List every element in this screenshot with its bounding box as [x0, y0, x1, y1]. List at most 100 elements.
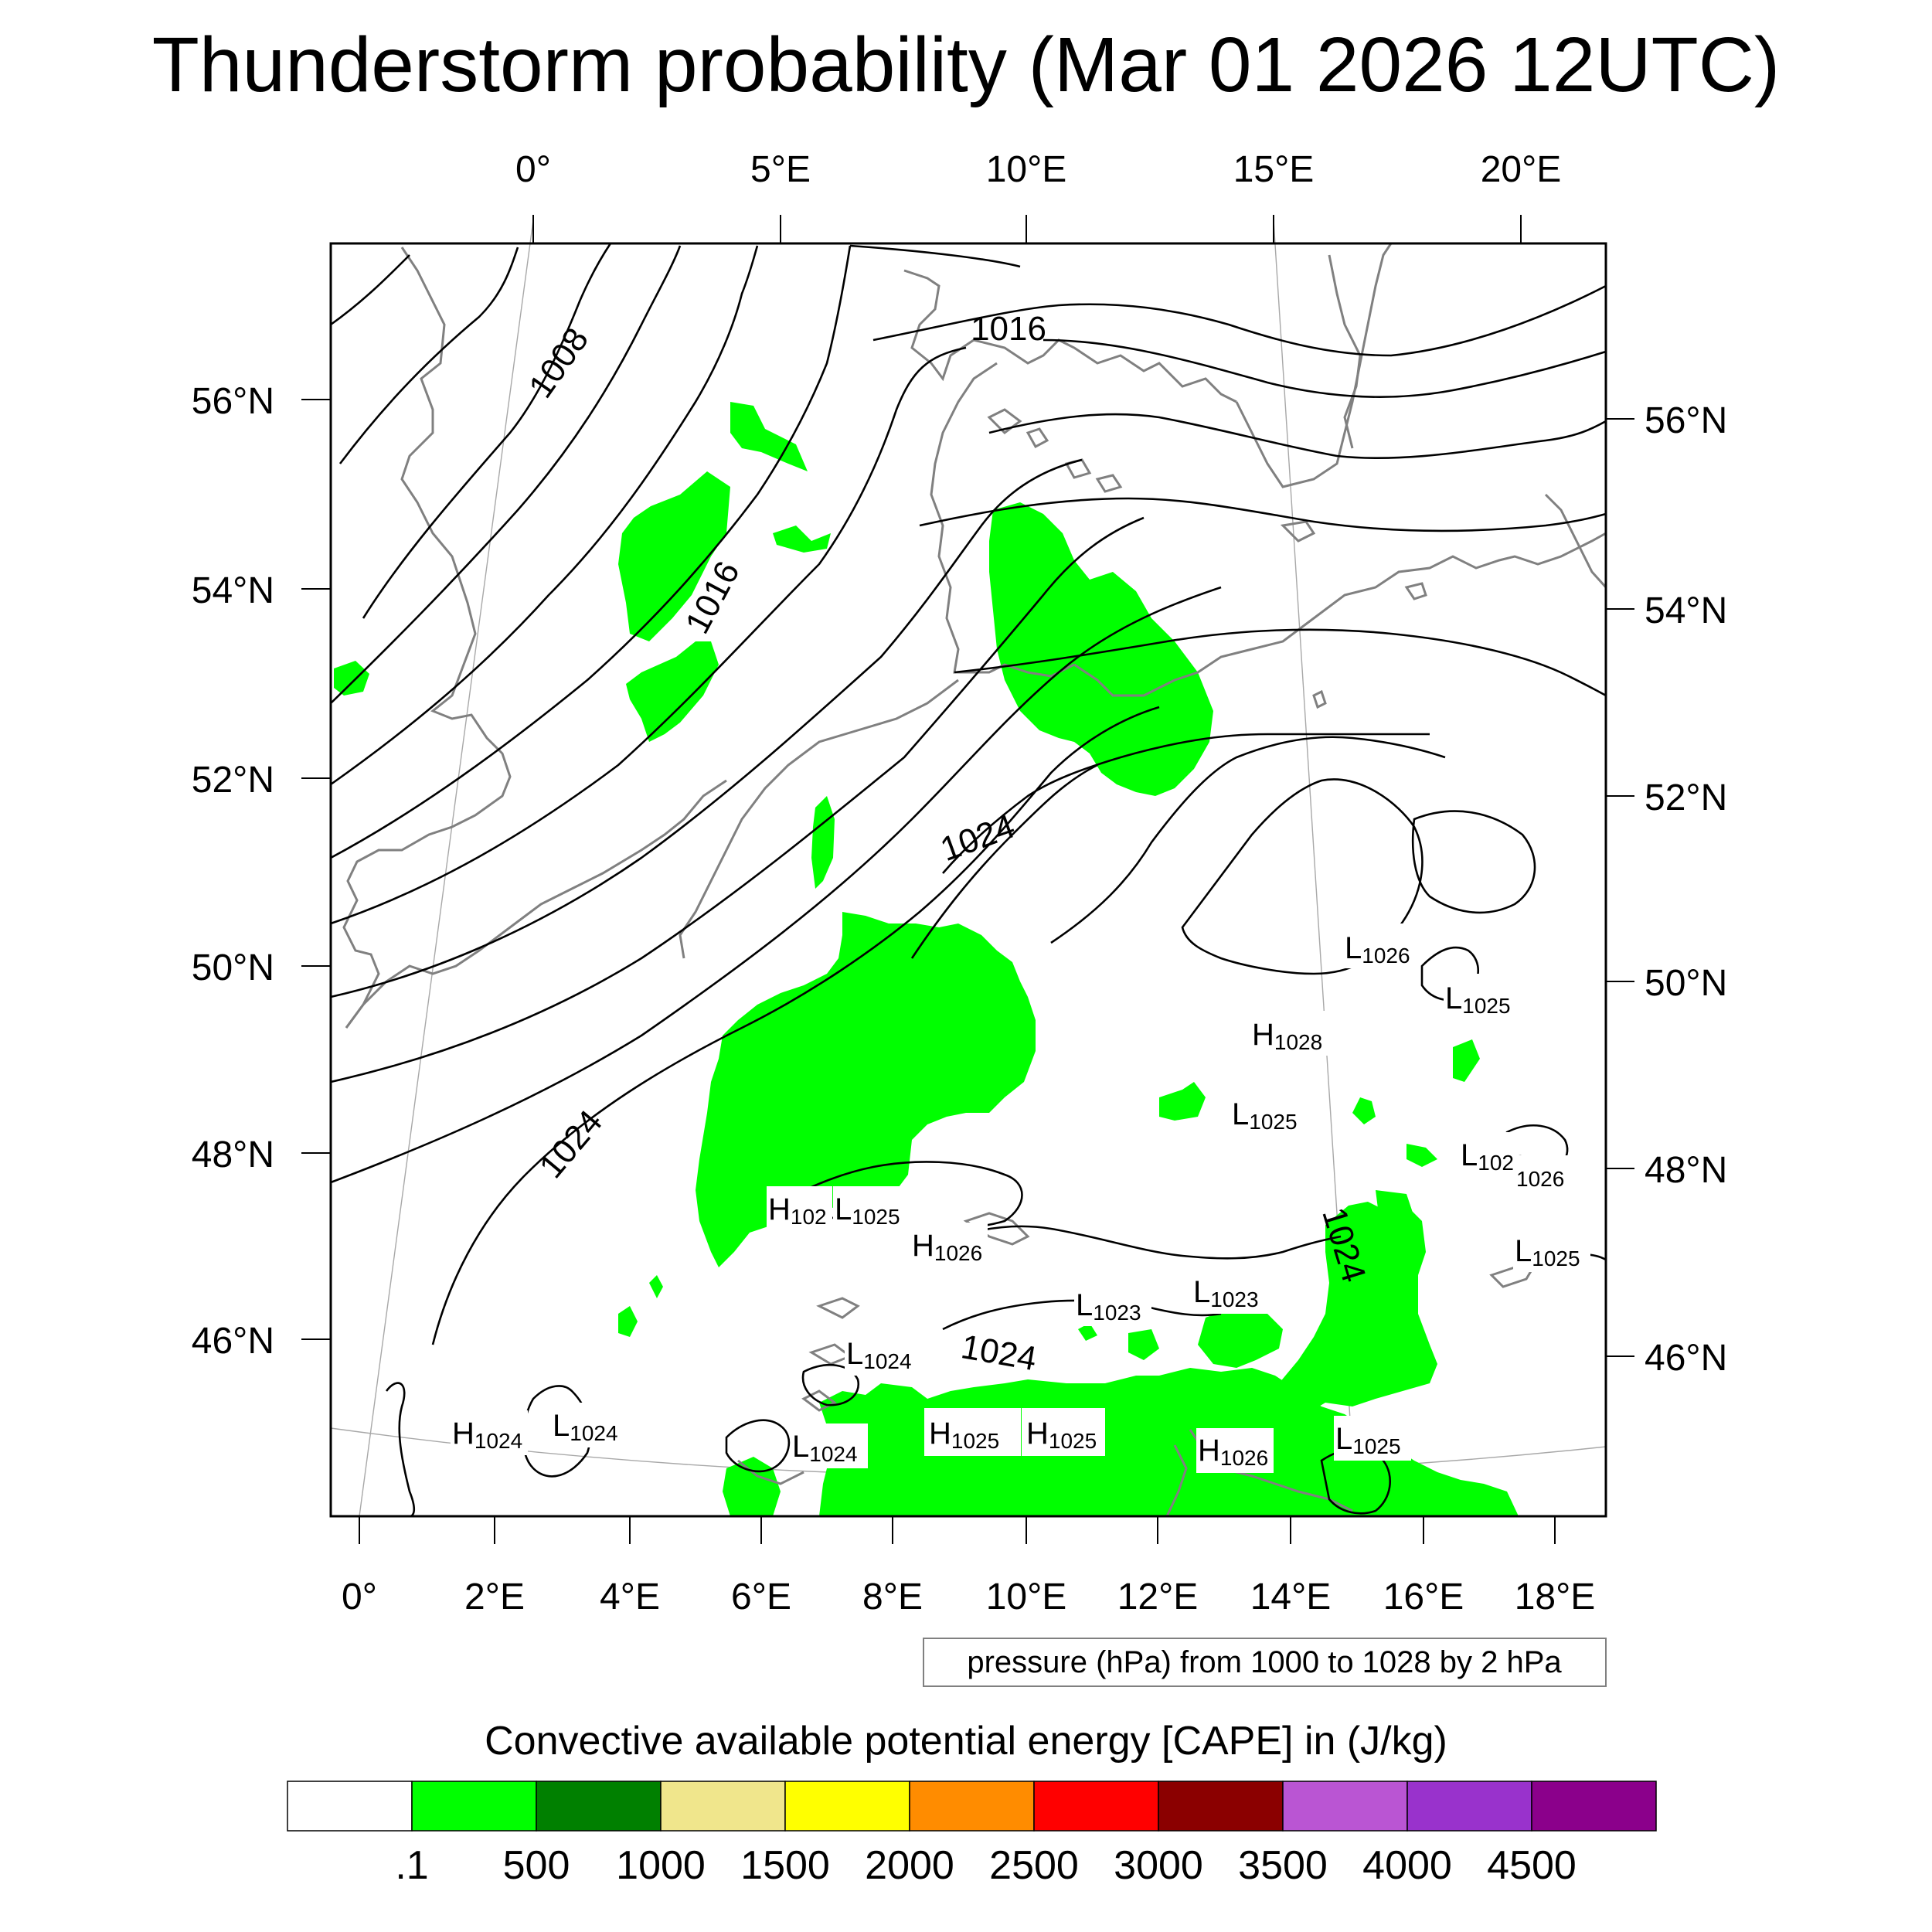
svg-text:L1024: L1024	[846, 1337, 912, 1373]
colorbar-boxes	[287, 1781, 1657, 1832]
cape-regions	[334, 402, 1519, 1516]
coastline-great-britain-east	[342, 247, 512, 1029]
isobar	[954, 628, 1607, 697]
isobar-1024-loop	[942, 733, 1430, 874]
coastline-baltic	[1073, 532, 1607, 697]
pressure-center: H1026	[910, 1223, 988, 1267]
cape-area	[649, 1275, 663, 1298]
isobar-med2	[801, 1363, 860, 1406]
coastline-france-north	[345, 779, 727, 1029]
cape-area	[334, 661, 369, 696]
pressure-centers: L1026 L1025 H1028 L1025 L1026 1026 H102 …	[451, 923, 1590, 1473]
coastline-lakes	[801, 1212, 1030, 1412]
isobars	[330, 243, 1607, 1518]
pressure-center: 1026	[1515, 1155, 1577, 1194]
axis-label: 0°	[515, 149, 551, 190]
colorbar-box	[536, 1781, 662, 1832]
colorbar-box	[660, 1781, 786, 1832]
axis-label: 48°N	[1645, 1150, 1727, 1191]
pressure-center: H1025	[1022, 1408, 1105, 1456]
pressure-center: L1025	[1444, 974, 1521, 1019]
cape-area	[819, 1368, 1519, 1516]
axis-label: 56°N	[192, 381, 274, 422]
contour-info-text: pressure (hPa) from 1000 to 1028 by 2 hP…	[967, 1645, 1562, 1679]
svg-text:H102: H102	[768, 1192, 827, 1229]
colorbar-box	[784, 1781, 910, 1832]
isobar-southwest	[385, 1382, 416, 1518]
colorbar-tick-label: 1500	[740, 1843, 830, 1888]
bottom-longitude-labels: 0° 2°E 4°E 6°E 8°E 10°E 12°E 14°E 16°E 1…	[342, 1577, 1595, 1617]
svg-text:H1025: H1025	[929, 1417, 999, 1453]
coastline-bornholm	[1280, 520, 1316, 543]
svg-text:H1026: H1026	[912, 1229, 982, 1265]
map-panel: 1008 1016 1016 1024 1024 1024 1024 L1026…	[329, 219, 1607, 1518]
axis-label: 46°N	[1645, 1338, 1727, 1379]
axis-label: 15°E	[1233, 149, 1315, 190]
cape-area	[730, 402, 808, 471]
axis-label: 50°N	[1645, 963, 1727, 1004]
coastline-netherlands	[679, 679, 959, 959]
axis-label: 12°E	[1117, 1577, 1199, 1617]
cape-area	[696, 912, 1036, 1267]
axis-label: 5°E	[750, 149, 811, 190]
isobar-alps	[911, 1225, 1342, 1260]
svg-text:L1026: L1026	[1345, 931, 1410, 968]
axis-label: 48°N	[192, 1134, 274, 1175]
pressure-center: H1024	[451, 1410, 528, 1455]
svg-text:L1023: L1023	[1193, 1275, 1259, 1311]
isobar-med	[725, 1419, 791, 1473]
pressure-center: H1028	[1250, 1011, 1328, 1056]
coastline-islands	[987, 408, 1427, 709]
colorbar-tick-label: .1	[395, 1843, 428, 1888]
isobar	[338, 247, 519, 464]
axis-label: 54°N	[192, 570, 274, 611]
svg-text:L1025: L1025	[1445, 981, 1511, 1018]
contour-info-box: pressure (hPa) from 1000 to 1028 by 2 hP…	[923, 1638, 1607, 1687]
cape-area	[1453, 1039, 1480, 1082]
pressure-center: L1025	[1513, 1227, 1590, 1272]
isobar	[849, 244, 1021, 268]
svg-text:H1028: H1028	[1252, 1018, 1322, 1054]
isobar-high-ring	[1181, 778, 1423, 975]
axis-label: 6°E	[731, 1577, 791, 1617]
colorbar-tick-label: 3000	[1114, 1843, 1203, 1888]
colorbar-tick-label: 2000	[865, 1843, 954, 1888]
coastline-sweden-east	[1328, 254, 1362, 449]
coastline-liguria	[737, 1459, 804, 1485]
map-title: Thunderstorm probability (Mar 01 2026 12…	[152, 22, 1780, 108]
isobar	[330, 346, 967, 925]
isobar-1026-east	[1411, 810, 1536, 914]
meridian-0	[359, 219, 534, 1517]
cape-area	[1128, 1329, 1159, 1360]
cape-area	[1352, 1097, 1376, 1124]
coastlines	[342, 243, 1607, 1517]
axis-label: 52°N	[192, 760, 274, 801]
isobar	[330, 254, 410, 326]
cape-area	[1020, 1383, 1039, 1403]
cape-area	[989, 502, 1213, 796]
pressure-center: L1024	[551, 1403, 628, 1447]
axis-label: 46°N	[192, 1321, 274, 1362]
isobar-1024-inner	[910, 764, 1098, 959]
cape-area	[626, 641, 719, 742]
axis-label: 0°	[342, 1577, 377, 1617]
axis-label: 8°E	[862, 1577, 923, 1617]
svg-text:L1025: L1025	[835, 1192, 900, 1229]
axis-label: 18°E	[1515, 1577, 1596, 1617]
isobar-label: 1016	[971, 310, 1046, 348]
svg-text:H1025: H1025	[1026, 1417, 1097, 1453]
colorbar-box	[1033, 1781, 1159, 1832]
colorbar-box	[1282, 1781, 1408, 1832]
colorbar-tick-label: 2500	[989, 1843, 1079, 1888]
pressure-center: H102	[767, 1186, 832, 1231]
pressure-center: H1025	[924, 1408, 1021, 1456]
pressure-center: L1023	[1192, 1269, 1269, 1314]
isobar	[330, 245, 852, 859]
cape-area	[773, 526, 831, 553]
cape-area	[618, 471, 730, 641]
isobar	[872, 284, 1607, 357]
isobar	[988, 413, 1607, 460]
isobar	[330, 458, 1083, 998]
svg-text:L1025: L1025	[1232, 1097, 1298, 1134]
